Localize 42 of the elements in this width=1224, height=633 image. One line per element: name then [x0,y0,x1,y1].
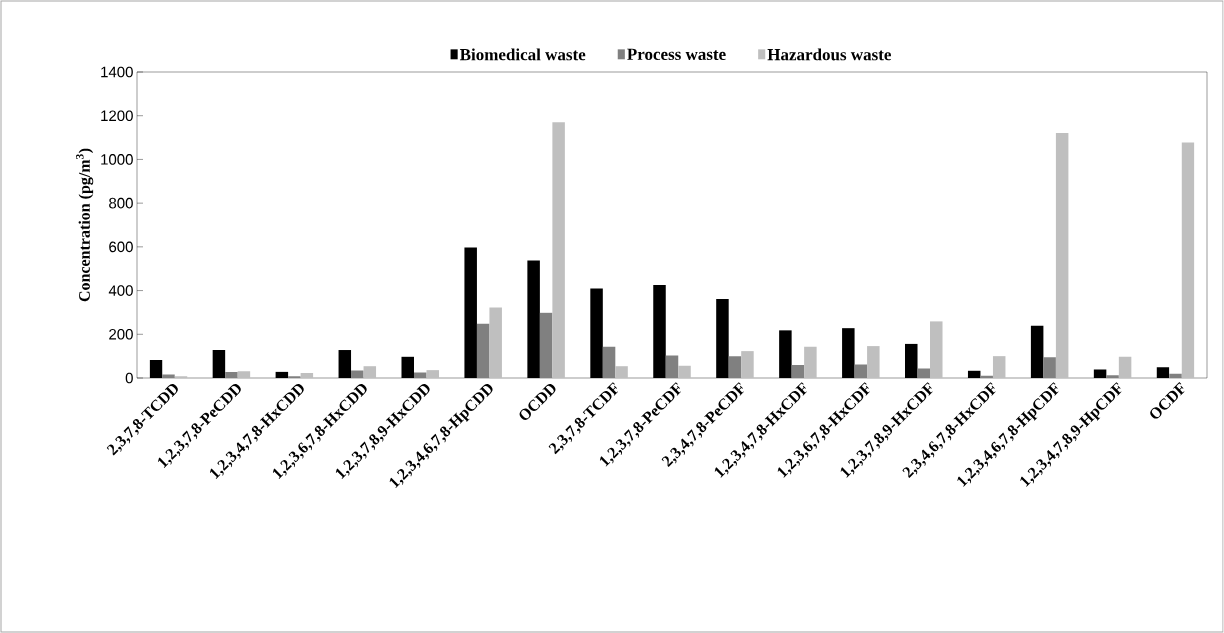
bar [917,368,931,378]
bar [351,370,364,378]
bar [1169,373,1182,378]
y-tick-label: 1400 [101,66,133,78]
bar [225,371,238,378]
y-tick-label: 600 [109,241,133,253]
bar [1118,356,1132,378]
bar [363,366,377,378]
bar [1181,142,1195,378]
bar [741,351,754,378]
bar [854,364,868,378]
bar [804,346,817,378]
y-tick-label: 800 [109,197,133,209]
y-tick-label: 400 [108,285,133,296]
bar [1043,357,1056,378]
bar [930,321,943,378]
legend-label: Process waste [627,48,726,61]
bar [665,355,679,378]
legend-label: Hazardous waste [767,48,891,61]
bar [426,370,439,378]
bar [992,356,1006,378]
bar [602,346,616,378]
bar [728,356,742,378]
bar [237,371,251,378]
legend-label: Biomedical waste [459,48,586,61]
y-tick-label: 1000 [101,154,133,165]
bar [1106,375,1119,378]
bar [300,372,314,378]
bar [552,122,565,378]
bar [539,312,553,378]
bar [476,323,490,378]
bar [678,365,691,378]
y-tick-label: 200 [109,328,133,340]
y-tick-label: 1200 [101,110,133,122]
bar [867,346,880,378]
bar [489,307,502,378]
bar [615,366,628,378]
bar [1055,132,1069,378]
bar [980,375,993,378]
y-tick-label: 0 [125,372,133,384]
bar [791,365,805,378]
y-axis-title: Concentration (pg/m$^{3}$) [76,148,94,302]
